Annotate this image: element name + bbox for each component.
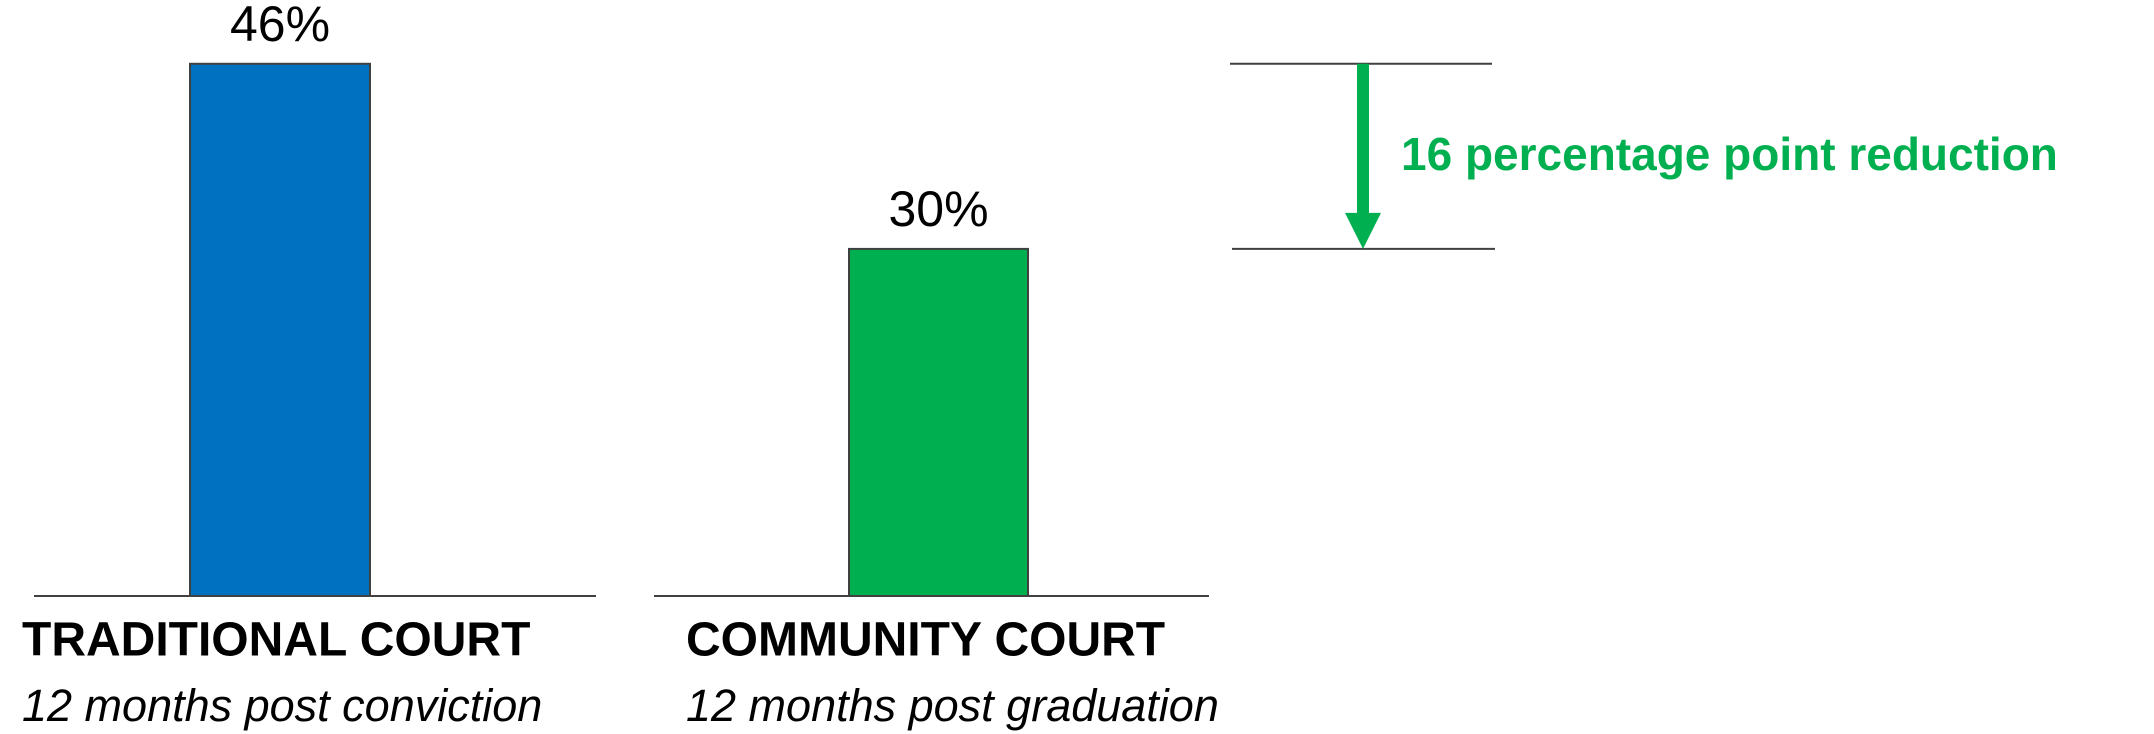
bar <box>848 247 1029 597</box>
category-label: TRADITIONAL COURT <box>22 614 530 667</box>
arrow-head <box>1345 212 1381 249</box>
value-label: 46% <box>230 0 330 52</box>
value-label: 30% <box>888 181 988 237</box>
category-subtitle: 12 months post graduation <box>686 680 1219 731</box>
annotation: 16 percentage point reduction <box>1401 128 2058 180</box>
category-label: COMMUNITY COURT <box>686 614 1165 667</box>
bar <box>189 62 371 597</box>
category-subtitle: 12 months post conviction <box>22 680 542 731</box>
